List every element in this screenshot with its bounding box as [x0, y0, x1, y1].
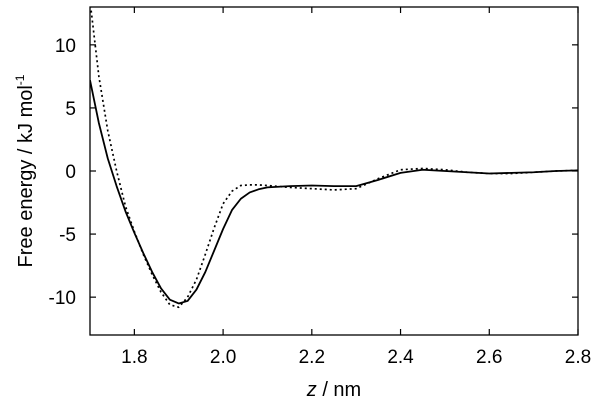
x-tick-label: 2.8	[565, 347, 591, 368]
x-tick-labels: 1.8 2.0 2.2 2.4 2.6 2.8	[121, 347, 591, 368]
y-tick-label: 10	[55, 36, 76, 57]
x-tick-label: 2.2	[299, 347, 325, 368]
y-tick-label: -5	[59, 225, 76, 246]
y-tick-label: 0	[65, 162, 76, 183]
x-tick-label: 1.8	[121, 347, 147, 368]
series-group	[90, 7, 578, 309]
plot-frame	[89, 6, 579, 336]
x-axis-unit: / nm	[317, 379, 361, 401]
x-axis-variable: z	[306, 379, 317, 401]
y-tick-label: -10	[49, 288, 76, 309]
y-axis-label-text: Free energy / kJ mol	[15, 85, 37, 267]
axis-ticks	[90, 7, 579, 335]
y-tick-labels: 10 5 0 -5 -10	[49, 36, 76, 309]
y-axis-label-superscript: -1	[13, 74, 27, 85]
y-axis-label: Free energy / kJ mol-1	[13, 74, 37, 267]
y-tick-label: 5	[65, 99, 76, 120]
x-axis-label: z / nm	[306, 379, 361, 401]
x-tick-label: 2.4	[387, 347, 414, 368]
x-tick-label: 2.0	[210, 347, 236, 368]
x-tick-label: 2.6	[476, 347, 502, 368]
series-line-solid	[90, 79, 578, 305]
plot-area	[89, 6, 579, 336]
series-line-dotted	[90, 7, 578, 309]
